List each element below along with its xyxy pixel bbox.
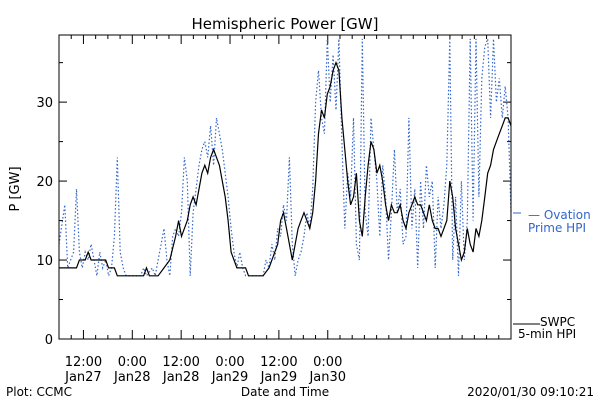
x-tick-date-label: Jan28 [113,370,151,385]
x-tick-date-label: Jan29 [211,370,249,385]
series-layer [58,38,512,279]
x-tick-date-label: Jan30 [308,370,346,385]
legend-ovation: — Ovation Prime HPI [513,208,591,235]
x-tick-date-label: Jan29 [260,370,298,385]
x-tick-time-label: 0:00 [215,355,244,370]
legend-ovation-line2: Prime HPI [528,221,586,235]
x-tick-time-label: 0:00 [313,355,342,370]
y-tick-label: 10 [36,254,53,269]
x-tick-time-label: 12:00 [162,355,199,370]
plot-frame [58,34,512,340]
y-axis: 0 10 20 30 [36,62,511,348]
x-axis-label: Date and Time [241,385,329,399]
x-tick-date-label: Jan27 [64,370,102,385]
series-swpc-line [59,60,512,277]
legend-swpc-line2: 5-min HPI [518,327,576,341]
footer-plot-credit: Plot: CCMC [6,385,72,399]
x-tick-time-label: 12:00 [65,355,102,370]
series-ovation-line [58,38,512,279]
y-tick-label: 20 [36,175,53,190]
chart-title: Hemispheric Power [GW] [192,15,379,33]
x-tick-date-label: Jan28 [162,370,200,385]
x-axis: 12:00Jan270:00Jan2812:00Jan280:00Jan2912… [58,35,512,385]
legend-ovation-line1: — Ovation [528,208,591,222]
footer-timestamp: 2020/01/30 09:10:21 [467,385,594,399]
x-tick-time-label: 0:00 [118,355,147,370]
x-tick-time-label: 12:00 [260,355,297,370]
legend-swpc-line1: SWPC [540,315,575,329]
y-tick-label: 30 [36,96,53,111]
y-tick-label: 0 [45,333,53,348]
y-axis-label: P [GW] [8,166,23,211]
legend-swpc: SWPC 5-min HPI [513,315,576,341]
